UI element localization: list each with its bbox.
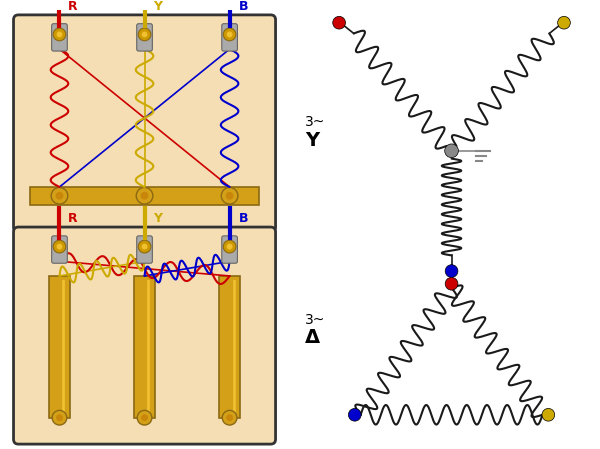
Circle shape <box>226 192 233 200</box>
Circle shape <box>53 28 66 41</box>
Circle shape <box>51 188 68 204</box>
Bar <box>219 276 241 418</box>
Circle shape <box>223 240 236 253</box>
Circle shape <box>56 192 64 200</box>
Circle shape <box>557 16 571 29</box>
Text: Δ: Δ <box>305 328 320 348</box>
Circle shape <box>56 414 63 421</box>
Text: Y: Y <box>305 131 319 150</box>
Circle shape <box>227 244 233 250</box>
Circle shape <box>141 414 148 421</box>
Text: R: R <box>68 212 78 225</box>
FancyBboxPatch shape <box>222 236 238 263</box>
FancyBboxPatch shape <box>52 236 67 263</box>
Text: R: R <box>68 0 78 13</box>
Circle shape <box>223 28 236 41</box>
Bar <box>30 187 259 205</box>
Circle shape <box>222 410 237 425</box>
Circle shape <box>226 414 233 421</box>
FancyBboxPatch shape <box>14 227 275 444</box>
Circle shape <box>142 31 148 37</box>
FancyBboxPatch shape <box>222 24 238 51</box>
Text: 3~: 3~ <box>305 313 325 327</box>
Bar <box>134 276 155 418</box>
Circle shape <box>140 192 148 200</box>
Circle shape <box>53 240 66 253</box>
FancyBboxPatch shape <box>14 15 275 232</box>
Circle shape <box>221 188 238 204</box>
Circle shape <box>52 410 67 425</box>
Circle shape <box>349 409 361 421</box>
Circle shape <box>138 28 151 41</box>
Circle shape <box>445 144 458 158</box>
Circle shape <box>142 244 148 250</box>
Bar <box>49 276 70 418</box>
Circle shape <box>445 277 458 290</box>
Text: B: B <box>238 212 248 225</box>
Text: Y: Y <box>154 212 163 225</box>
Circle shape <box>137 410 152 425</box>
Text: Y: Y <box>154 0 163 13</box>
Text: B: B <box>238 0 248 13</box>
Circle shape <box>542 409 554 421</box>
Circle shape <box>333 16 346 29</box>
Circle shape <box>227 31 233 37</box>
Circle shape <box>136 188 153 204</box>
FancyBboxPatch shape <box>52 24 67 51</box>
Circle shape <box>138 240 151 253</box>
Circle shape <box>445 265 458 277</box>
Text: 3~: 3~ <box>305 115 325 129</box>
Circle shape <box>56 31 62 37</box>
Circle shape <box>56 244 62 250</box>
FancyBboxPatch shape <box>137 236 152 263</box>
FancyBboxPatch shape <box>137 24 152 51</box>
